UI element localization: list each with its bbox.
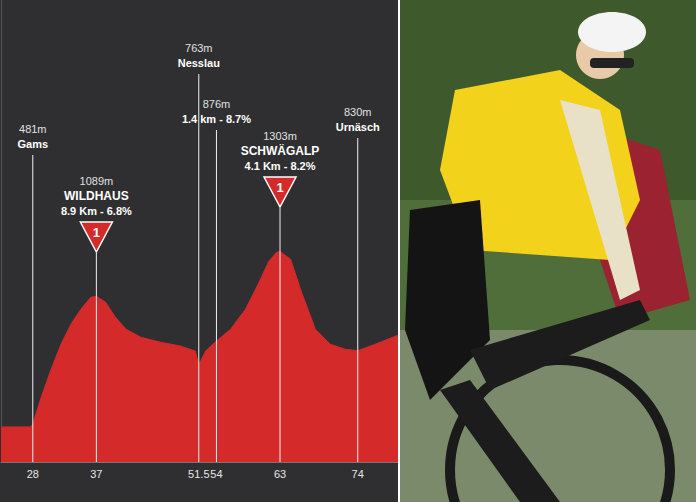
svg-text:1: 1 <box>93 225 100 240</box>
svg-text:1089m: 1089m <box>80 175 114 187</box>
svg-text:74: 74 <box>352 468 364 480</box>
svg-text:SCHWÄGALP: SCHWÄGALP <box>241 143 320 158</box>
svg-text:8.9 Km - 6.8%: 8.9 Km - 6.8% <box>61 205 132 217</box>
svg-text:481m: 481m <box>19 123 47 135</box>
svg-text:Urnäsch: Urnäsch <box>336 121 380 133</box>
svg-text:37: 37 <box>90 468 102 480</box>
svg-text:54: 54 <box>210 468 222 480</box>
svg-text:1: 1 <box>276 180 283 195</box>
svg-text:763m: 763m <box>185 42 213 54</box>
svg-text:4.1 Km - 8.2%: 4.1 Km - 8.2% <box>245 160 316 172</box>
svg-text:Nesslau: Nesslau <box>178 57 220 69</box>
svg-text:Gams: Gams <box>17 138 48 150</box>
svg-text:876m: 876m <box>203 98 231 110</box>
svg-text:1303m: 1303m <box>263 130 297 142</box>
svg-text:WILDHAUS: WILDHAUS <box>64 189 129 203</box>
svg-text:51.5: 51.5 <box>188 468 209 480</box>
svg-text:28: 28 <box>27 468 39 480</box>
svg-text:1.4 km - 8.7%: 1.4 km - 8.7% <box>182 113 251 125</box>
svg-text:63: 63 <box>274 468 286 480</box>
svg-text:830m: 830m <box>344 106 372 118</box>
